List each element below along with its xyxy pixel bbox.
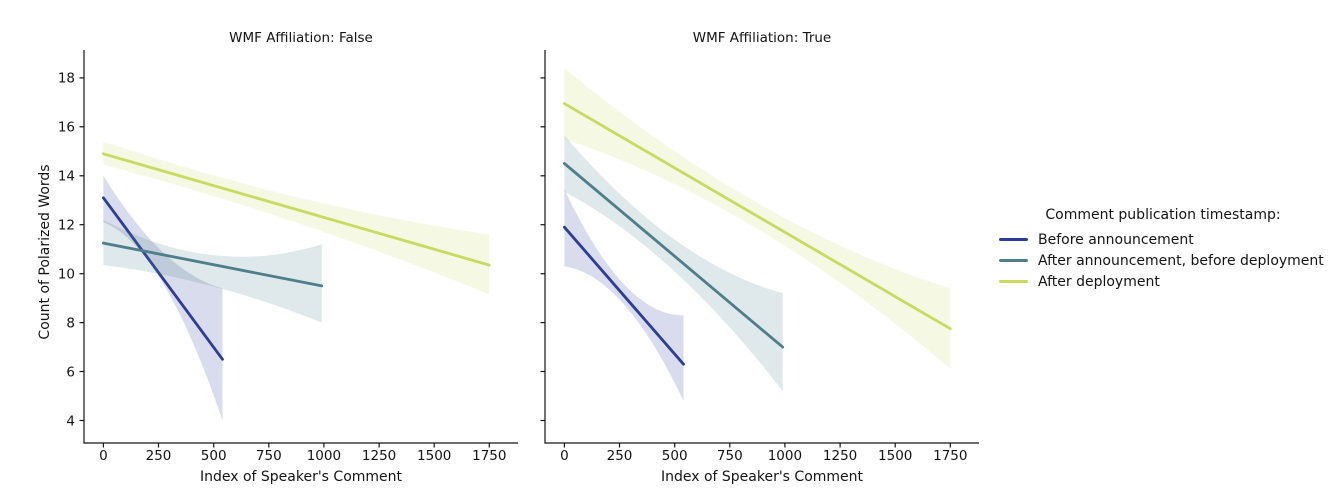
regression-line-0-1 (102, 241, 324, 288)
x-tick-label: 500 (662, 448, 688, 464)
legend-entry-label: After announcement, before deployment (1038, 252, 1324, 269)
legend-line-swatch-green (999, 279, 1028, 284)
legend-entry-after-announcement: After announcement, before deployment (993, 250, 1333, 271)
regression-line-1-0 (563, 225, 685, 366)
legend-title: Comment publication timestamp: (1045, 207, 1281, 223)
facet-title-left: WMF Affiliation: False (229, 30, 373, 46)
legend-entry-before-announcement: Before announcement (993, 229, 1333, 250)
y-tick-label: 18 (58, 71, 75, 87)
x-tick-label: 1750 (933, 448, 967, 464)
legend-line-swatch-teal (999, 258, 1028, 263)
y-tick-label: 8 (66, 315, 75, 331)
x-tick-label: 750 (717, 448, 743, 464)
regression-line-1-2 (563, 102, 952, 331)
x-tick-label: 1250 (823, 448, 857, 464)
facet-plot-area-0 (102, 141, 491, 421)
x-axis-label-left: Index of Speaker's Comment (199, 469, 403, 485)
y-tick-label: 16 (58, 120, 75, 136)
confidence-band-0-0 (103, 175, 223, 421)
x-tick-label: 1500 (878, 448, 912, 464)
x-axis-label-right: Index of Speaker's Comment (660, 469, 864, 485)
confidence-band-0-2 (103, 141, 490, 295)
legend-entry-after-deployment: After deployment (993, 271, 1333, 292)
y-tick-label: 14 (58, 169, 75, 185)
x-tick-label: 0 (99, 448, 108, 464)
y-axis-label: Count of Polarized Words (37, 164, 53, 340)
legend-entry-label: After deployment (1038, 273, 1160, 290)
y-tick-label: 12 (58, 218, 75, 234)
legend-line-swatch-blue (999, 237, 1028, 242)
x-tick-label: 500 (201, 448, 227, 464)
regression-line-0-0 (102, 196, 224, 361)
facet-title-right: WMF Affiliation: True (692, 30, 832, 46)
legend: Comment publication timestamp: Before an… (993, 205, 1333, 292)
x-tick-label: 1000 (768, 448, 802, 464)
x-tick-label: 750 (256, 448, 282, 464)
regression-line-1-1 (563, 162, 785, 349)
x-tick-label: 250 (607, 448, 633, 464)
x-tick-label: 1750 (472, 448, 506, 464)
confidence-band-0-1 (103, 219, 322, 323)
y-tick-label: 6 (66, 364, 75, 380)
confidence-band-1-2 (564, 68, 951, 370)
y-tick-label: 10 (58, 266, 75, 282)
y-tick-label: 4 (66, 413, 75, 429)
x-tick-label: 1500 (417, 448, 451, 464)
x-tick-label: 250 (146, 448, 172, 464)
x-tick-label: 0 (560, 448, 569, 464)
x-tick-label: 1250 (362, 448, 396, 464)
confidence-band-1-1 (564, 135, 783, 392)
regression-line-0-2 (102, 152, 491, 267)
legend-entry-label: Before announcement (1038, 231, 1194, 248)
facet-plot-area-1 (563, 68, 952, 401)
x-tick-label: 1000 (307, 448, 341, 464)
